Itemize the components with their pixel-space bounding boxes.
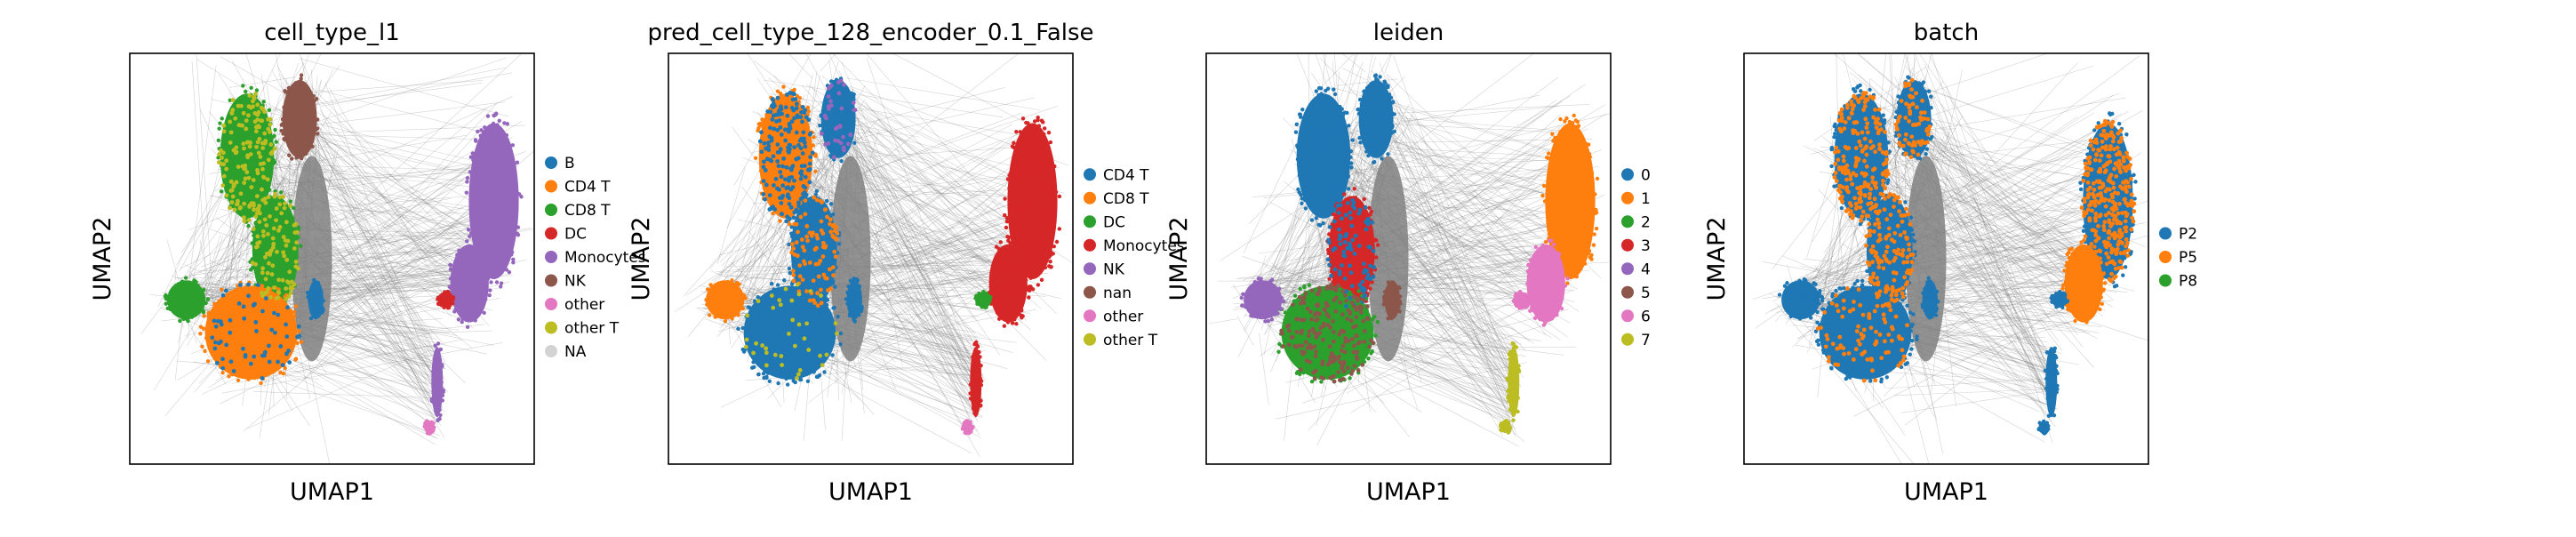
- panel-title: batch: [1914, 20, 1979, 46]
- legend-label: CD4 T: [564, 179, 611, 196]
- legend-marker: [545, 322, 557, 334]
- legend-label: 0: [1641, 166, 1651, 184]
- legend-marker: [545, 156, 557, 169]
- legend-label: P2: [2179, 226, 2197, 244]
- legend-label: P8: [2179, 273, 2197, 291]
- legend-label: 4: [1641, 260, 1651, 278]
- y-axis-label: UMAP2: [628, 217, 655, 301]
- legend-marker: [1084, 286, 1096, 299]
- legend-marker: [1084, 168, 1096, 180]
- legend-marker: [1621, 192, 1634, 204]
- legend-label: 2: [1641, 213, 1651, 231]
- legend-marker: [1084, 215, 1096, 228]
- umap-panel-2: pred_cell_type_128_encoder_0.1_False UMAP…: [628, 13, 1185, 506]
- y-axis-label: UMAP2: [1165, 217, 1193, 301]
- legend-label: other: [564, 296, 604, 314]
- legend-marker: [1084, 262, 1096, 275]
- legend-marker: [1084, 239, 1096, 252]
- legend-marker: [2159, 275, 2172, 287]
- legend-label: DC: [564, 226, 587, 244]
- x-axis-label: UMAP1: [1904, 478, 1988, 506]
- legend-marker: [545, 275, 557, 287]
- legend-label: nan: [1103, 285, 1132, 302]
- legend-marker: [545, 251, 557, 263]
- legend-label: CD8 T: [1103, 190, 1149, 208]
- legend-marker: [1621, 239, 1634, 252]
- legend-marker: [545, 298, 557, 310]
- panel-title: leiden: [1373, 20, 1444, 46]
- legend-label: 5: [1641, 285, 1651, 302]
- umap-panel-3: leiden UMAP1 UMAP2 0 1 2 3 4 5 6 7: [1165, 0, 1651, 506]
- legend-marker: [545, 204, 557, 216]
- legend: 0 1 2 3 4 5 6 7: [1621, 166, 1651, 349]
- legend-marker: [1084, 192, 1096, 204]
- x-axis-label: UMAP1: [1366, 478, 1451, 506]
- legend-label: NA: [564, 343, 587, 361]
- plot-area: [141, 25, 540, 464]
- legend-marker: [1084, 309, 1096, 322]
- plot-area: [1209, 0, 1620, 446]
- legend-label: 6: [1641, 308, 1651, 325]
- legend-label: B: [564, 155, 575, 172]
- legend-label: 3: [1641, 237, 1651, 255]
- legend: P2 P5 P8: [2159, 226, 2197, 291]
- legend-label: 7: [1641, 332, 1651, 349]
- plot-area: [675, 13, 1077, 457]
- legend-marker: [545, 180, 557, 193]
- y-axis-label: UMAP2: [1703, 217, 1731, 301]
- legend-marker: [545, 228, 557, 240]
- legend-marker: [545, 345, 557, 357]
- legend-label: NK: [1103, 260, 1125, 278]
- legend-label: other T: [1103, 332, 1158, 349]
- legend-label: P5: [2179, 249, 2197, 267]
- legend-marker: [1621, 309, 1634, 322]
- legend-marker: [2159, 251, 2172, 263]
- legend-marker: [1621, 333, 1634, 346]
- y-axis-label: UMAP2: [89, 217, 116, 301]
- panel-title: pred_cell_type_128_encoder_0.1_False: [647, 20, 1093, 46]
- legend-marker: [1084, 333, 1096, 346]
- x-axis-label: UMAP1: [290, 478, 374, 506]
- panel-title: cell_type_l1: [264, 20, 400, 46]
- legend-label: 1: [1641, 190, 1651, 208]
- legend-label: other T: [564, 320, 620, 338]
- legend-marker: [1621, 168, 1634, 180]
- legend-marker: [1621, 215, 1634, 228]
- umap-panel-4: batch UMAP1 UMAP2 P2 P5 P8: [1703, 0, 2197, 533]
- legend-marker: [1621, 262, 1634, 275]
- legend-label: DC: [1103, 213, 1125, 231]
- legend-marker: [1621, 286, 1634, 299]
- legend-label: NK: [564, 273, 587, 291]
- legend-label: CD8 T: [564, 202, 611, 220]
- legend-label: CD4 T: [1103, 166, 1149, 184]
- x-axis-label: UMAP1: [828, 478, 913, 506]
- legend-label: other: [1103, 308, 1143, 325]
- plot-area: [1753, 0, 2166, 533]
- legend-marker: [2159, 228, 2172, 240]
